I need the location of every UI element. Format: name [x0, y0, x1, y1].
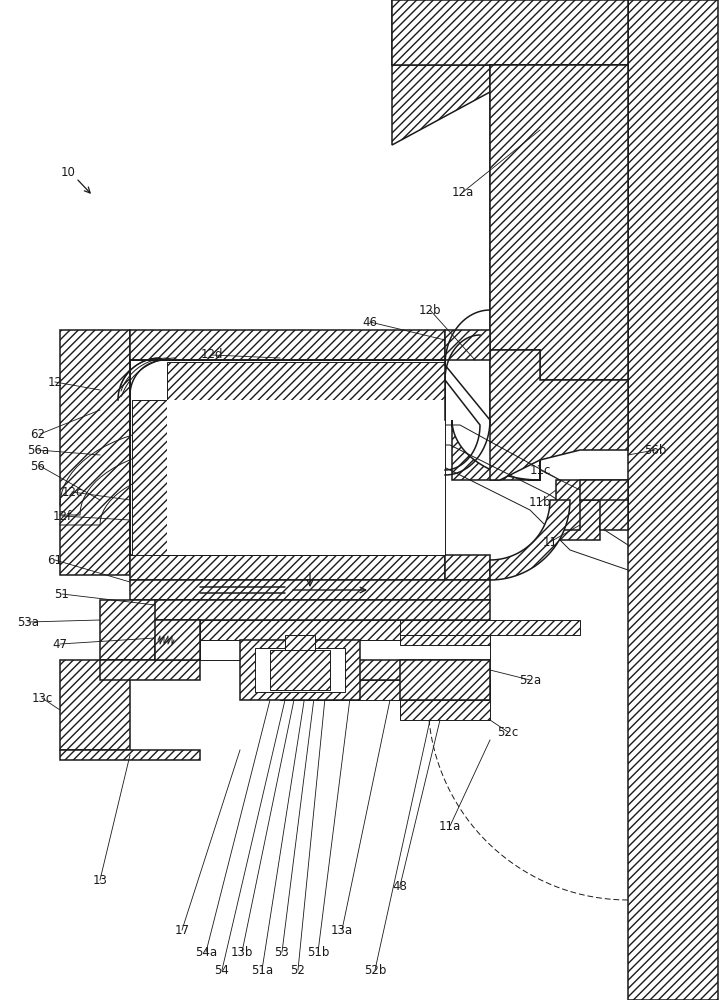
Text: 11b: 11b	[529, 495, 551, 508]
Text: 53: 53	[275, 946, 289, 958]
Polygon shape	[628, 0, 718, 1000]
Polygon shape	[445, 555, 490, 580]
Polygon shape	[285, 635, 315, 650]
Polygon shape	[240, 640, 360, 700]
Text: 62: 62	[30, 428, 46, 440]
Text: 48: 48	[392, 880, 407, 892]
Polygon shape	[445, 330, 490, 360]
Polygon shape	[132, 400, 167, 555]
Text: 56b: 56b	[644, 444, 666, 456]
Polygon shape	[392, 0, 628, 65]
Text: 11: 11	[542, 536, 558, 548]
Polygon shape	[155, 600, 490, 620]
Polygon shape	[155, 620, 200, 660]
Polygon shape	[130, 580, 490, 600]
Polygon shape	[452, 360, 540, 480]
Polygon shape	[556, 480, 628, 530]
Text: 61: 61	[48, 554, 62, 566]
Text: 52: 52	[291, 964, 305, 976]
Polygon shape	[580, 480, 628, 500]
Polygon shape	[490, 500, 570, 580]
Polygon shape	[400, 620, 580, 635]
Text: 12c: 12c	[62, 486, 83, 498]
Polygon shape	[60, 660, 130, 750]
Polygon shape	[200, 620, 490, 640]
Polygon shape	[100, 600, 200, 660]
Text: 13a: 13a	[331, 924, 353, 936]
Polygon shape	[60, 330, 130, 575]
Text: 52c: 52c	[497, 726, 518, 738]
Polygon shape	[560, 490, 628, 540]
Text: 12f: 12f	[52, 510, 72, 522]
Polygon shape	[280, 680, 490, 700]
Text: 12b: 12b	[419, 304, 442, 316]
Polygon shape	[400, 660, 490, 700]
Text: 11c: 11c	[529, 464, 551, 477]
Text: 12d: 12d	[201, 349, 223, 361]
Text: 52b: 52b	[364, 964, 386, 976]
Polygon shape	[130, 330, 445, 360]
Text: 13: 13	[93, 874, 107, 886]
Polygon shape	[60, 750, 200, 760]
Text: 11a: 11a	[439, 820, 461, 832]
Text: 54a: 54a	[195, 946, 217, 958]
Polygon shape	[280, 660, 490, 680]
Polygon shape	[100, 660, 200, 680]
Polygon shape	[490, 65, 628, 380]
Polygon shape	[400, 700, 490, 720]
Polygon shape	[130, 555, 445, 580]
Text: 13b: 13b	[231, 946, 253, 958]
Text: 56a: 56a	[27, 444, 49, 456]
Text: 10: 10	[61, 165, 75, 178]
Polygon shape	[167, 400, 445, 555]
Text: 51a: 51a	[251, 964, 273, 976]
Text: 54: 54	[215, 964, 229, 976]
Polygon shape	[270, 650, 330, 690]
Polygon shape	[392, 0, 628, 65]
Polygon shape	[490, 350, 628, 480]
Text: 12: 12	[48, 375, 62, 388]
Polygon shape	[400, 635, 490, 645]
Text: 56: 56	[30, 460, 46, 473]
Text: 51b: 51b	[307, 946, 329, 958]
Text: 51: 51	[54, 587, 70, 600]
Text: 46: 46	[362, 316, 378, 328]
Text: 12a: 12a	[452, 186, 474, 198]
Text: 13c: 13c	[31, 692, 53, 704]
Polygon shape	[167, 362, 445, 400]
Polygon shape	[392, 65, 540, 225]
Polygon shape	[600, 490, 628, 530]
Polygon shape	[490, 65, 628, 420]
Polygon shape	[255, 648, 345, 692]
Polygon shape	[130, 360, 445, 555]
Text: 52a: 52a	[519, 674, 541, 686]
Text: 47: 47	[52, 638, 67, 650]
Text: 17: 17	[175, 924, 189, 936]
Polygon shape	[200, 640, 490, 660]
Text: 53a: 53a	[17, 615, 39, 629]
